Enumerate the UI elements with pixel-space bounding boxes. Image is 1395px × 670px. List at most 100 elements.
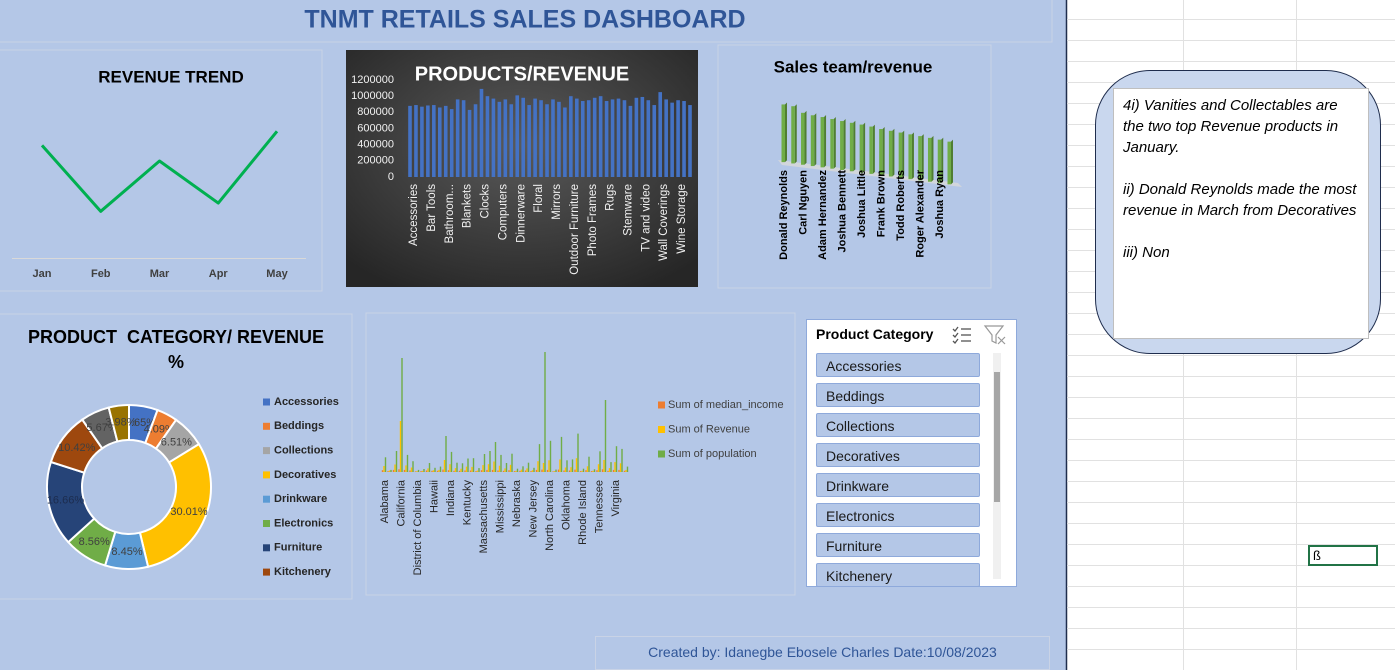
legend-swatch [263, 471, 270, 479]
slicer-item[interactable]: Furniture [816, 533, 980, 557]
bar [431, 470, 433, 472]
bar [840, 121, 844, 170]
x-tick-label: Tennessee [593, 480, 605, 533]
bar [489, 451, 491, 472]
multi-select-icon[interactable] [952, 326, 971, 344]
bar [438, 469, 440, 472]
bar [399, 421, 402, 472]
bar-side [794, 104, 797, 164]
bar [417, 469, 420, 472]
bar [390, 469, 392, 472]
bar [937, 139, 942, 184]
bar [478, 468, 480, 472]
legend-label: Decoratives [274, 469, 336, 481]
bar [403, 469, 406, 472]
panel [365, 312, 796, 596]
bar [472, 458, 475, 472]
scrollbar-thumb[interactable] [994, 372, 1000, 502]
bar [530, 471, 532, 472]
bar [658, 92, 663, 177]
bar [416, 471, 418, 472]
bar [464, 470, 466, 472]
x-tick-label: Rugs [605, 184, 617, 211]
bar [598, 96, 603, 177]
bar [408, 105, 412, 177]
slicer-item[interactable]: Accessories [816, 353, 980, 377]
data-label: 5.67% [86, 422, 117, 434]
x-tick-label: North Carolina [544, 479, 556, 551]
bar [575, 458, 578, 472]
x-tick-label: Dinnerware [515, 184, 527, 243]
bar [436, 470, 439, 472]
x-tick-label: Bar Tools [426, 184, 438, 232]
bar [849, 122, 854, 172]
slicer-item[interactable]: Collections [816, 413, 980, 437]
bar [443, 105, 448, 177]
slicer-item[interactable]: Drinkware [816, 473, 980, 497]
bar [445, 436, 447, 472]
bar [471, 466, 473, 472]
bar [449, 464, 451, 472]
bar [622, 100, 627, 177]
legend-swatch [263, 520, 270, 527]
bar [533, 467, 535, 472]
bar [409, 470, 411, 472]
bar [533, 98, 537, 177]
bar [601, 469, 604, 472]
bar [486, 469, 488, 472]
slicer-item[interactable]: Kitchenery [816, 563, 980, 586]
bar [652, 105, 657, 177]
dashboard-title: TNMT RETAILS SALES DASHBOARD [304, 6, 745, 34]
slicer-item[interactable]: Decoratives [816, 443, 980, 467]
x-tick-label: Oklahoma [560, 479, 572, 530]
bar-side [833, 117, 836, 169]
legend-label: Sum of median_income [668, 399, 784, 411]
bar [646, 100, 651, 177]
y-tick-label: 0 [388, 171, 394, 183]
bar [585, 470, 587, 472]
chart-title: REVENUE TREND [98, 67, 243, 86]
bar [586, 100, 591, 177]
bar [588, 456, 590, 472]
data-label: 6.51% [161, 436, 192, 448]
clear-filter-icon[interactable] [983, 325, 1006, 345]
data-label: 10.42% [58, 442, 96, 454]
x-tick-label: Massachusetts [478, 480, 490, 554]
legend-swatch [263, 422, 270, 430]
y-tick-label: 200000 [357, 155, 394, 167]
bar [537, 461, 539, 472]
bar [455, 99, 460, 177]
bar [513, 471, 516, 472]
bar [791, 106, 795, 164]
bar [454, 468, 457, 472]
bar [830, 119, 834, 169]
data-label: 30.01% [170, 506, 208, 518]
slicer-item[interactable]: Electronics [816, 503, 980, 527]
bar [461, 463, 464, 472]
data-label: 5.65% [125, 417, 156, 429]
bar [621, 448, 623, 472]
x-tick-label: Rhode Island [577, 480, 589, 545]
x-tick-label: TV and video [640, 184, 652, 252]
donut-slice [138, 442, 212, 568]
y-tick-label: 400000 [357, 139, 394, 151]
slicer-item[interactable]: Beddings [816, 383, 980, 407]
bar [401, 358, 403, 472]
bar [628, 105, 633, 177]
bar [483, 454, 486, 472]
x-tick-label: Frank Brown [876, 170, 888, 238]
y-tick-label: 1200000 [351, 74, 394, 86]
bar [619, 463, 622, 472]
selected-cell[interactable]: ß [1308, 545, 1378, 566]
note: ii) Donald Reynolds made the most revenu… [1123, 181, 1357, 219]
bar [575, 98, 579, 177]
bar [426, 105, 430, 177]
bar [549, 440, 552, 472]
bar [559, 459, 561, 472]
bar [682, 101, 686, 177]
bar [497, 470, 499, 472]
bar [434, 467, 436, 472]
bar [443, 460, 446, 472]
bar [548, 460, 550, 472]
x-tick-label: California [395, 479, 407, 526]
